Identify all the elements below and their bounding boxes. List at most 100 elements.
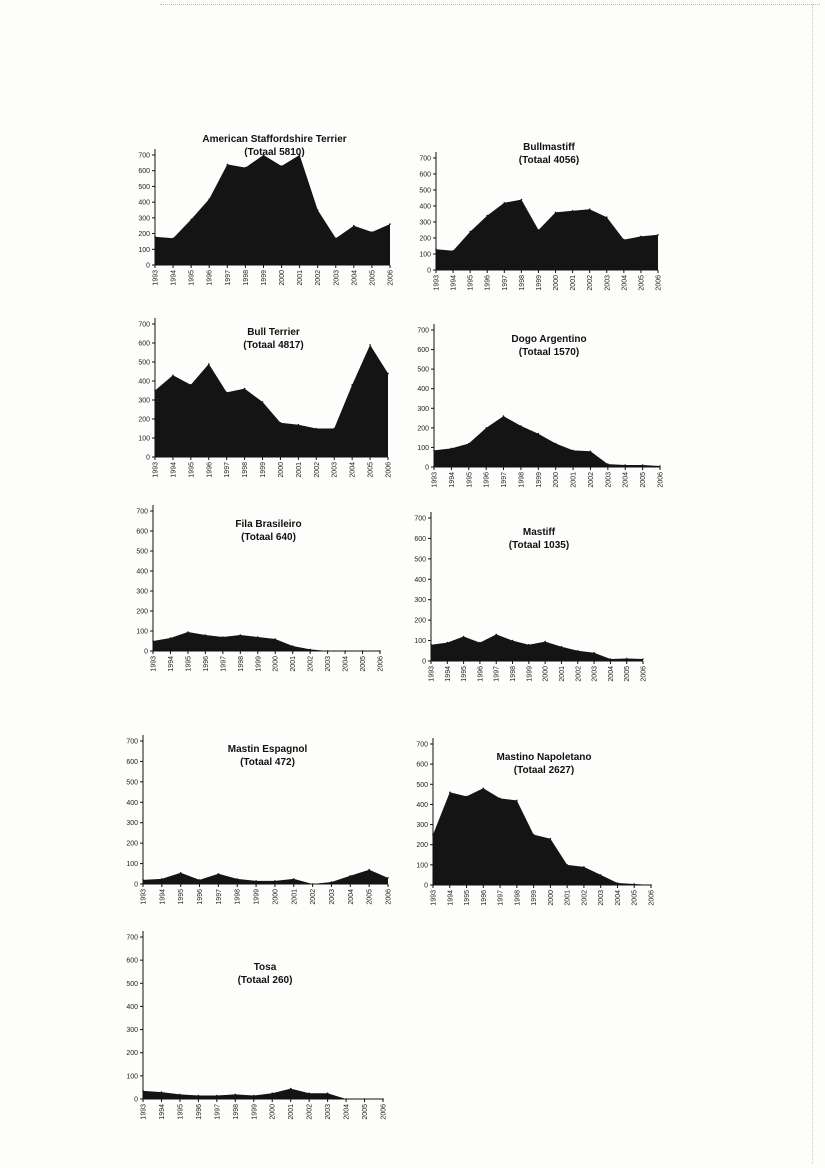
- x-tick-label: 1997: [501, 472, 508, 488]
- data-point: [589, 450, 592, 453]
- data-point: [179, 872, 182, 874]
- data-point: [222, 636, 224, 638]
- x-tick-label: 2001: [296, 462, 303, 478]
- chart-subtitle: (Totaal 472): [240, 757, 295, 768]
- x-tick-label: 2002: [315, 270, 322, 286]
- y-tick-label: 700: [126, 739, 138, 746]
- data-point: [335, 237, 337, 240]
- x-tick-label: 1995: [178, 889, 185, 905]
- x-tick-label: 1995: [185, 656, 192, 672]
- chart-title: Tosa: [254, 962, 277, 973]
- x-tick-label: 1999: [536, 472, 543, 488]
- y-tick-label: 500: [419, 188, 431, 195]
- data-point: [549, 837, 552, 840]
- x-tick-label: 2004: [350, 462, 357, 478]
- x-tick-label: 1994: [170, 462, 177, 478]
- data-point: [449, 791, 451, 794]
- x-tick-label: 2000: [273, 656, 280, 672]
- data-point: [225, 391, 228, 394]
- x-tick-label: 1993: [432, 472, 439, 488]
- chart-title: Dogo Argentino: [511, 334, 586, 345]
- data-point: [349, 875, 352, 877]
- data-point: [239, 634, 242, 636]
- y-tick-label: 300: [414, 597, 426, 604]
- y-tick-label: 700: [126, 935, 138, 942]
- x-tick-label: 1993: [429, 666, 436, 682]
- y-tick-label: 600: [126, 958, 138, 965]
- x-tick-label: 2002: [310, 889, 317, 905]
- data-point: [520, 425, 522, 427]
- data-point: [624, 464, 626, 466]
- chart-5: 0 100 200 300 400 500 600 700 1993 1994 1995 1996 19…: [136, 505, 385, 672]
- y-tick-label: 300: [138, 215, 150, 222]
- x-tick-label: 1999: [526, 666, 533, 682]
- x-tick-label: 2001: [291, 889, 298, 905]
- data-point: [371, 231, 373, 233]
- area-series: [431, 634, 643, 661]
- y-tick-label: 500: [417, 367, 429, 374]
- data-point: [537, 432, 540, 435]
- y-tick-label: 200: [138, 231, 150, 238]
- data-point: [499, 797, 501, 800]
- data-point: [389, 223, 391, 225]
- x-tick-label: 2006: [658, 472, 665, 488]
- x-tick-label: 1993: [141, 1104, 148, 1120]
- data-point: [623, 238, 625, 241]
- x-tick-label: 1994: [171, 270, 178, 286]
- x-tick-label: 1999: [254, 889, 261, 905]
- data-point: [190, 218, 192, 221]
- data-point: [588, 208, 591, 210]
- y-tick-label: 200: [417, 425, 429, 432]
- chart-subtitle: (Totaal 4056): [519, 155, 579, 166]
- data-point: [485, 427, 488, 429]
- data-point: [274, 638, 277, 640]
- data-point: [468, 442, 470, 445]
- data-point: [520, 198, 523, 201]
- data-point: [607, 463, 609, 465]
- chart-title: American Staffordshire Terrier: [202, 134, 346, 145]
- x-tick-label: 2005: [369, 270, 376, 286]
- x-tick-label: 2002: [314, 462, 321, 478]
- y-tick-label: 0: [144, 649, 148, 656]
- y-tick-label: 100: [414, 638, 426, 645]
- x-tick-label: 2000: [553, 275, 560, 291]
- data-point: [657, 234, 659, 236]
- chart-6: 0 100 200 300 400 500 600 700 1993 1994 1995 1996 19…: [414, 512, 648, 682]
- y-tick-label: 400: [138, 379, 150, 386]
- data-point: [450, 447, 453, 450]
- y-tick-label: 100: [136, 629, 148, 636]
- y-tick-label: 600: [126, 759, 138, 766]
- data-point: [333, 427, 336, 430]
- data-point: [315, 427, 318, 430]
- data-point: [160, 1091, 163, 1093]
- y-tick-label: 0: [424, 883, 428, 890]
- data-point: [262, 154, 265, 156]
- x-tick-label: 1997: [214, 1104, 221, 1120]
- x-tick-label: 1996: [196, 1104, 203, 1120]
- x-tick-label: 2000: [553, 472, 560, 488]
- x-tick-label: 1995: [468, 275, 475, 291]
- x-tick-label: 2003: [325, 656, 332, 672]
- data-point: [309, 648, 312, 651]
- y-tick-label: 500: [136, 549, 148, 556]
- x-tick-label: 1993: [153, 462, 160, 478]
- data-point: [274, 880, 276, 882]
- y-tick-label: 100: [419, 252, 431, 259]
- y-tick-label: 500: [138, 184, 150, 191]
- y-tick-label: 400: [414, 577, 426, 584]
- x-tick-label: 1995: [177, 1104, 184, 1120]
- data-point: [641, 464, 644, 466]
- data-point: [234, 1093, 237, 1096]
- chart-1: 0 100 200 300 400 500 600 700 1993 1994 1995 1996 19…: [138, 134, 394, 286]
- x-tick-label: 1997: [216, 889, 223, 905]
- x-tick-label: 2001: [297, 270, 304, 286]
- top-border-line: [160, 4, 820, 5]
- area-series: [155, 155, 390, 265]
- data-point: [279, 422, 282, 424]
- data-point: [640, 235, 642, 238]
- x-tick-label: 2002: [588, 472, 595, 488]
- x-tick-label: 2002: [587, 275, 594, 291]
- data-point: [502, 415, 505, 417]
- data-point: [187, 631, 189, 633]
- data-point: [179, 1093, 181, 1096]
